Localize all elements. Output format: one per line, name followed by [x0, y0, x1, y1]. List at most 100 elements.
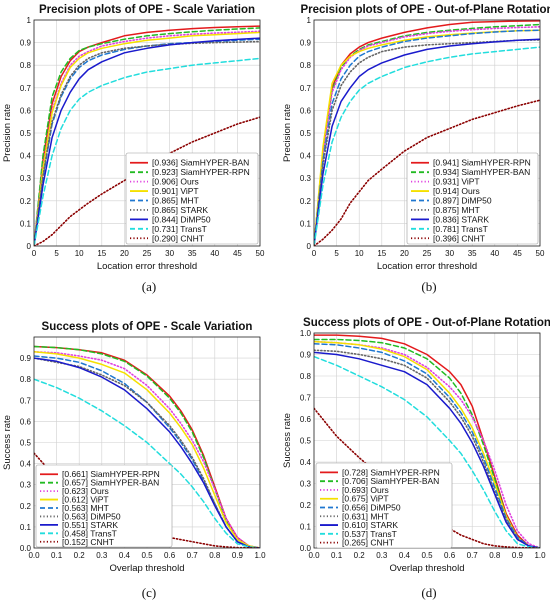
x-tick-label: 30	[165, 249, 174, 258]
legend: [0.661] SiamHYPER-RPN[0.657] SiamHYPER-B…	[35, 464, 173, 548]
y-tick-label: 0.3	[300, 480, 312, 489]
plot-frame	[313, 19, 541, 247]
y-tick-label: 0.9	[300, 39, 312, 48]
y-tick-label: 0.4	[300, 458, 312, 467]
x-axis-label: Overlap threshold	[390, 563, 465, 574]
x-tick-label: 20	[400, 249, 409, 258]
legend-box	[406, 152, 539, 245]
y-tick-label: 0.9	[20, 39, 32, 48]
y-tick-label: 0	[307, 242, 312, 251]
legend-box	[315, 462, 453, 549]
x-tick-label: 0.5	[141, 551, 153, 560]
y-tick-label: 0.2	[20, 197, 32, 206]
y-tick-label: 0.8	[20, 61, 32, 70]
series-line-9	[34, 116, 260, 246]
series-line-9	[314, 407, 540, 548]
series-line-4	[34, 31, 260, 246]
y-tick-label: 0.6	[20, 417, 32, 426]
y-tick-label: 1	[307, 16, 312, 25]
x-tick-label: 45	[233, 249, 242, 258]
x-tick-label: 40	[210, 249, 219, 258]
y-tick-label: 1	[27, 16, 32, 25]
series-group	[314, 334, 540, 548]
legend-entry: [0.865] MHT	[152, 196, 199, 206]
legend-entry: [0.836] STARK	[433, 214, 489, 224]
chart-title: Success plots of OPE - Out-of-Plane Rota…	[303, 317, 550, 329]
x-tick-label: 0.6	[444, 551, 456, 560]
legend-entry: [0.152] CNHT	[62, 537, 114, 547]
x-tick-label: 0.1	[331, 551, 343, 560]
x-axis-label: Location error threshold	[97, 261, 197, 272]
series-group	[314, 20, 540, 246]
x-tick-label: 0.2	[74, 551, 86, 560]
series-line-8	[34, 378, 260, 548]
x-tick-label: 0.3	[376, 551, 388, 560]
x-tick-label: 0.1	[51, 551, 63, 560]
series-line-5	[34, 355, 260, 548]
y-axis-label: Success rate	[2, 415, 13, 470]
y-tick-label: 0.4	[300, 152, 312, 161]
y-tick-label: 0.1	[300, 219, 312, 228]
series-line-9	[314, 99, 540, 246]
chart-title: Precision plots of OPE - Out-of-Plane Ro…	[300, 4, 550, 16]
plot-frame	[33, 336, 261, 549]
y-tick-label: 0.3	[20, 481, 32, 490]
y-tick-label: 0.6	[300, 415, 312, 424]
y-tick-label: 0.7	[20, 396, 32, 405]
chart-title: Success plots of OPE - Scale Variation	[42, 321, 253, 333]
y-tick-label: 0.7	[300, 84, 312, 93]
legend-entry: [0.931] ViPT	[433, 177, 480, 187]
legend-entry: [0.901] ViPT	[152, 186, 199, 196]
y-axis-label: Precision rate	[2, 104, 13, 162]
x-tick-label: 0.6	[164, 551, 176, 560]
legend-entry: [0.865] STARK	[152, 205, 208, 215]
x-tick-label: 0.9	[512, 551, 524, 560]
series-line-6	[34, 40, 260, 246]
x-tick-label: 0.4	[399, 551, 411, 560]
x-tick-label: 0.8	[209, 551, 221, 560]
y-tick-label: 0.3	[300, 174, 312, 183]
series-line-5	[314, 29, 540, 246]
x-tick-label: 0.0	[28, 551, 40, 560]
legend-entry: [0.906] Ours	[152, 177, 199, 187]
legend-entry: [0.923] SiamHYPER-RPN	[152, 167, 250, 177]
y-tick-label: 0.1	[300, 523, 312, 532]
y-axis-label: Success rate	[282, 413, 293, 468]
legend-entry: [0.657] SiamHYPER-BAN	[62, 478, 159, 488]
x-tick-label: 0.7	[187, 551, 199, 560]
series-group	[34, 25, 260, 246]
y-tick-label: 0.2	[20, 502, 32, 511]
legend-entry: [0.844] DiMP50	[152, 214, 211, 224]
x-tick-label: 0.2	[354, 551, 366, 560]
x-tick-label: 0.5	[421, 551, 433, 560]
y-tick-label: 0.1	[20, 523, 32, 532]
y-tick-label: 0.0	[300, 544, 312, 553]
series-line-7	[34, 37, 260, 246]
y-tick-label: 0.2	[300, 197, 312, 206]
series-line-5	[314, 343, 540, 548]
y-tick-label: 0.8	[20, 375, 32, 384]
legend-entry: [0.290] CNHT	[152, 233, 204, 243]
legend-entry: [0.631] MHT	[342, 511, 389, 521]
x-tick-label: 50	[256, 249, 265, 258]
y-tick-label: 0.9	[20, 354, 32, 363]
series-line-1	[314, 334, 540, 548]
x-tick-label: 30	[445, 249, 454, 258]
series-line-1	[34, 25, 260, 246]
legend-entry: [0.551] STARK	[62, 520, 118, 530]
x-tick-label: 0.8	[489, 551, 501, 560]
x-tick-label: 0.3	[96, 551, 108, 560]
y-tick-label: 0.8	[300, 61, 312, 70]
x-tick-label: 40	[490, 249, 499, 258]
legend-entry: [0.706] SiamHYPER-BAN	[342, 476, 439, 486]
y-tick-label: 0.5	[300, 129, 312, 138]
x-axis-label: Overlap threshold	[110, 563, 185, 574]
y-tick-label: 0.6	[300, 106, 312, 115]
y-tick-label: 0.7	[300, 394, 312, 403]
series-line-3	[34, 350, 260, 548]
panel-caption: (a)	[142, 279, 156, 294]
series-line-8	[314, 46, 540, 246]
y-tick-label: 0.3	[20, 174, 32, 183]
series-line-6	[34, 357, 260, 548]
